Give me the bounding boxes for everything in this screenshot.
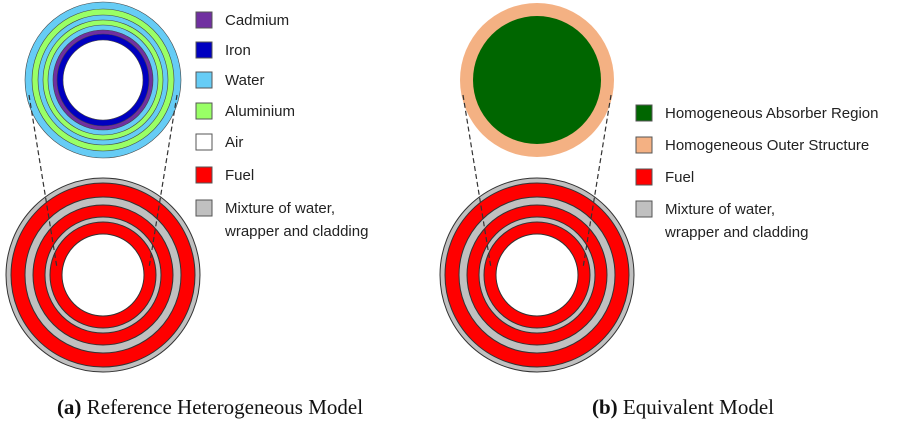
legend-label: Mixture of water, (665, 201, 775, 218)
legend-label: Aluminium (225, 103, 295, 120)
caption-text: Reference Heterogeneous Model (87, 395, 364, 419)
caption: (b) Equivalent Model (592, 395, 774, 419)
legend-label: wrapper and cladding (224, 223, 368, 240)
legend-label: Iron (225, 42, 251, 59)
legend-swatch (636, 169, 652, 185)
legend-swatch (636, 105, 652, 121)
legend-label: Fuel (225, 167, 254, 184)
caption-tag: (b) (592, 395, 618, 419)
top-detail-a (25, 2, 181, 158)
fuel-assembly (6, 178, 200, 372)
legend-label: Water (225, 72, 264, 89)
legend-label: Homogeneous Outer Structure (665, 137, 869, 154)
caption-tag: (a) (57, 395, 82, 419)
top-detail-b (460, 3, 614, 157)
legend-label: Cadmium (225, 12, 289, 29)
legend-label: Mixture of water, (225, 200, 335, 217)
caption: (a) Reference Heterogeneous Model (57, 395, 363, 419)
fuel-assembly (440, 178, 634, 372)
legend-label: Air (225, 134, 243, 151)
legend-swatch (636, 201, 652, 217)
legend-swatch (196, 42, 212, 58)
legend-label: wrapper and cladding (664, 224, 808, 241)
figure: Cadmium Iron Water Aluminium Air Fuel Mixture … (0, 0, 920, 426)
legend-label: Homogeneous Absorber Region (665, 105, 878, 122)
legend-swatch (196, 134, 212, 150)
legend-swatch (636, 137, 652, 153)
legend-swatch (196, 200, 212, 216)
legend-swatch (196, 103, 212, 119)
legend-label: Fuel (665, 169, 694, 186)
legend-swatch (196, 72, 212, 88)
legend-swatch (196, 167, 212, 183)
caption-text: Equivalent Model (623, 395, 774, 419)
legend-swatch (196, 12, 212, 28)
